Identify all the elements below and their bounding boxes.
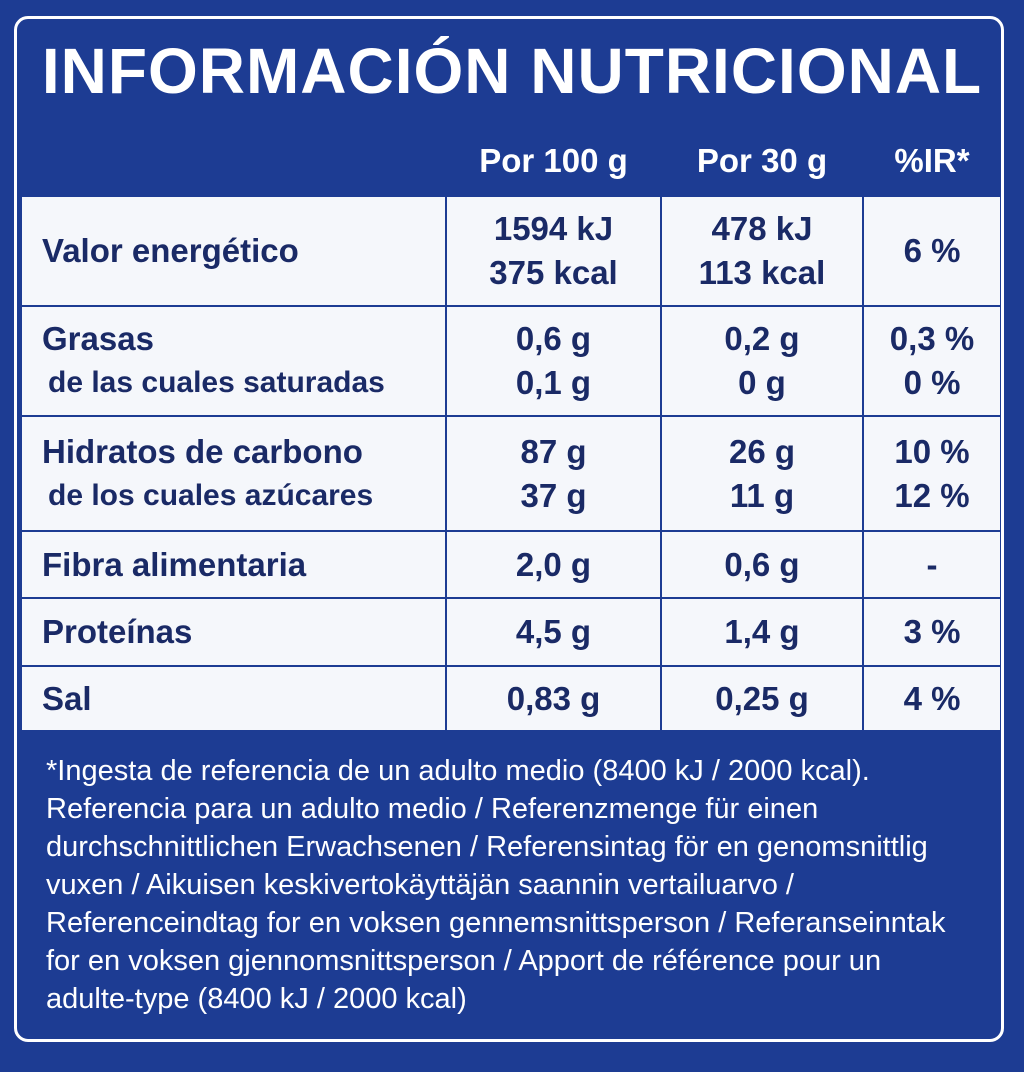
label-cell: Sal: [22, 667, 445, 730]
value: 6 %: [903, 232, 961, 269]
footnote-line: vuxen / Aikuisen keskivertokäyttäjän saa…: [46, 869, 794, 901]
value: 1,4 g: [724, 613, 800, 650]
value: 478 kJ: [711, 210, 813, 247]
value: 1594 kJ: [493, 210, 614, 247]
value-cell: 0,6 g 0,1 g: [447, 307, 660, 415]
value: 0,83 g: [506, 679, 601, 717]
nutrient: de los cuales azúcares: [48, 478, 374, 512]
nutrient: Sal: [42, 679, 92, 717]
value: 87 g: [520, 432, 587, 470]
footnote: *Ingesta de referencia de un adulto medi…: [46, 752, 946, 1018]
value: 0,1 g: [515, 364, 592, 401]
value: 11 g: [729, 476, 795, 514]
label-cell: Valor energético: [22, 197, 445, 305]
value: 4,5 g: [515, 613, 592, 650]
footnote-line: for en voksen gjennomsnittsperson / Appo…: [46, 945, 882, 977]
value: 10 %: [894, 432, 970, 470]
value-cell: -: [864, 532, 1000, 597]
value: 0,6 g: [515, 320, 592, 357]
label-cell: Fibra alimentaria: [22, 532, 445, 597]
value-cell: 0,25 g: [662, 667, 862, 730]
value: 0 g: [738, 364, 786, 401]
value-cell: 4,5 g: [447, 599, 660, 665]
value-cell: 0,83 g: [447, 667, 660, 730]
value: 0,3 %: [889, 320, 975, 357]
value-cell: 2,0 g: [447, 532, 660, 597]
footnote-line: durchschnittlichen Erwachsenen / Referen…: [46, 831, 928, 863]
header-cell: [22, 127, 445, 195]
nutrient: Grasas: [42, 320, 154, 357]
value-cell: 0,2 g 0 g: [662, 307, 862, 415]
value: 0,25 g: [715, 679, 809, 717]
value: 2,0 g: [515, 545, 592, 583]
value: 0,2 g: [724, 320, 800, 357]
label-cell: Hidratos de carbono de los cuales azúcare…: [22, 417, 445, 530]
value-cell: 0,3 % 0 %: [864, 307, 1000, 415]
value: 0,6 g: [724, 545, 800, 583]
nutrient: Valor energético: [42, 232, 299, 269]
label-cell: Grasas de las cuales saturadas: [22, 307, 445, 415]
value-cell: 478 kJ 113 kcal: [662, 197, 862, 305]
value-cell: 4 %: [864, 667, 1000, 730]
nutrient: Proteínas: [42, 613, 193, 650]
value: 375 kcal: [489, 254, 618, 291]
value-cell: 10 % 12 %: [864, 417, 1000, 530]
value-cell: 3 %: [864, 599, 1000, 665]
footnote-line: Referencia para un adulto medio / Refere…: [46, 793, 819, 825]
header-cell: %IR*: [864, 127, 1000, 195]
footnote-line: adulte-type (8400 kJ / 2000 kcal): [46, 983, 467, 1015]
header-cell: Por 100 g: [447, 127, 660, 195]
nutrient: Hidratos de carbono: [42, 432, 363, 470]
header-cell: Por 30 g: [662, 127, 862, 195]
footnote-line: *Ingesta de referencia de un adulto medi…: [46, 755, 870, 787]
value: 4 %: [903, 679, 961, 717]
value: 37 g: [520, 476, 587, 514]
label-cell: Proteínas: [22, 599, 445, 665]
nutrient: de las cuales saturadas: [48, 366, 385, 399]
value-cell: 87 g 37 g: [447, 417, 660, 530]
value-cell: 0,6 g: [662, 532, 862, 597]
value: 3 %: [903, 613, 961, 650]
value: 0 %: [903, 364, 961, 401]
value-cell: 26 g 11 g: [662, 417, 862, 530]
value: -: [926, 545, 938, 583]
title: INFORMACIÓN NUTRICIONAL: [41, 35, 983, 107]
nutrient: Fibra alimentaria: [42, 545, 307, 583]
value-cell: 1594 kJ 375 kcal: [447, 197, 660, 305]
footnote-line: Referenceindtag for en voksen gennemsnit…: [46, 907, 946, 939]
value: 12 %: [894, 476, 970, 514]
value: 113 kcal: [698, 254, 826, 291]
value-cell: 1,4 g: [662, 599, 862, 665]
value: 26 g: [728, 432, 796, 470]
value-cell: 6 %: [864, 197, 1000, 305]
border: [14, 16, 1004, 1042]
